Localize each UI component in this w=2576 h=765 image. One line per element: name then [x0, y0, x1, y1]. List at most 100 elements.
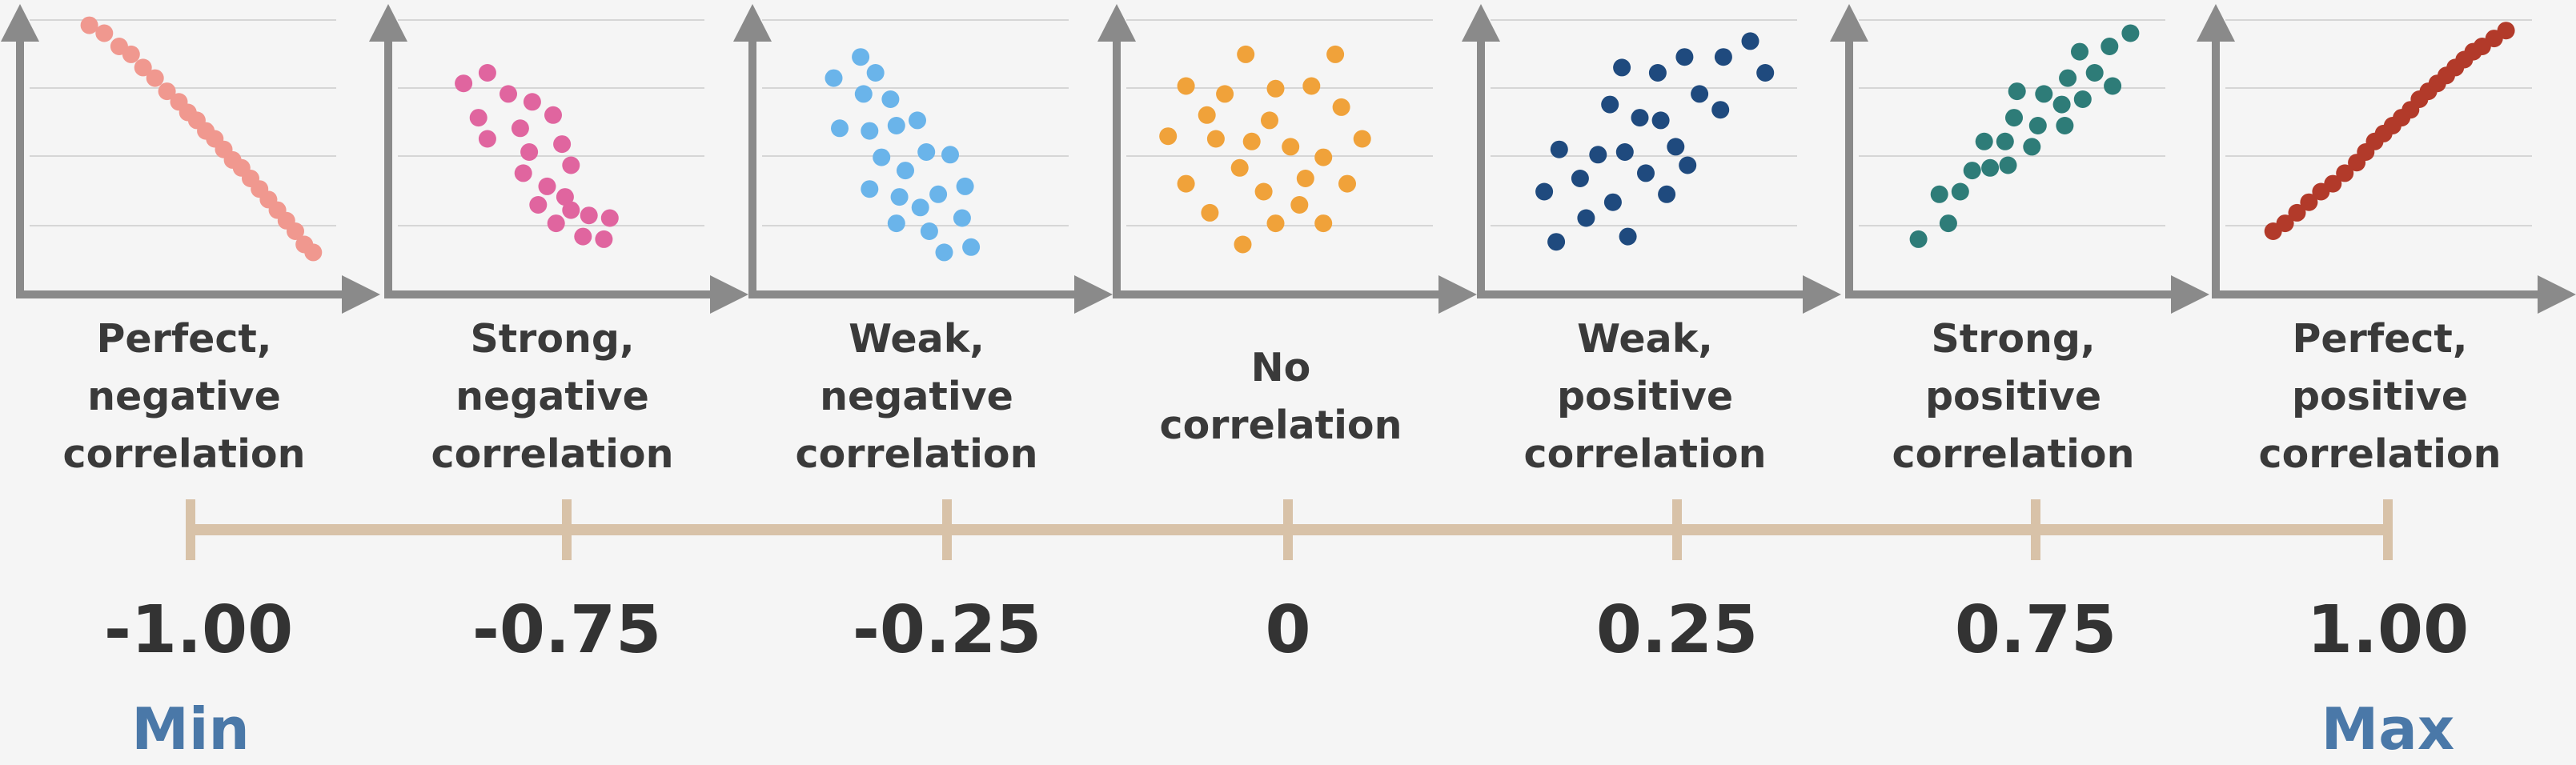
panel-4-point [1314, 148, 1333, 166]
panel-1-point [95, 24, 114, 42]
panel-2-point [580, 206, 598, 225]
min-label: Min [131, 695, 250, 763]
panel-6-point [1975, 132, 1993, 150]
panel-7-x-axis-arrow [2538, 275, 2576, 314]
panel-5-point [1589, 146, 1607, 164]
panel-3-point [887, 117, 905, 134]
panel-3-point [956, 177, 974, 195]
panel-5-title: Weak, positive correlation [1523, 316, 1767, 477]
panel-6-point [2008, 82, 2026, 101]
panel-4-point [1177, 174, 1195, 193]
panel-4-point [1296, 170, 1314, 187]
panel-6-point [1996, 132, 2014, 150]
panel-5-x-axis-arrow [1803, 275, 1841, 314]
panel-6-point [2071, 42, 2088, 61]
panel-2-point [523, 93, 541, 111]
panel-5-point [1691, 85, 1709, 103]
panel-4-point [1261, 111, 1278, 130]
panel-2-point [511, 119, 529, 138]
panel-4-point [1290, 196, 1309, 214]
panel-4-point [1338, 174, 1356, 193]
panel-4-point [1237, 45, 1255, 63]
panel-2-point [562, 201, 580, 219]
scale-value-label: 0 [1265, 592, 1311, 668]
panel-6-point [2028, 117, 2047, 134]
panel-3-point [831, 119, 849, 138]
panel-5-point [1547, 233, 1566, 251]
panel-6-point [2121, 24, 2140, 42]
panel-6-point [2035, 85, 2053, 103]
panel-2-point [562, 156, 580, 174]
panel-4-point [1302, 77, 1321, 95]
panel-1-point [304, 243, 323, 262]
panel-7-y-axis-arrow [2197, 4, 2235, 42]
panel-5-point [1741, 32, 1759, 50]
panel-5-point [1535, 182, 1554, 201]
panel-3-y-axis-arrow [733, 4, 772, 42]
panel-6-point [2056, 117, 2074, 134]
panel-2-point [500, 85, 517, 103]
panel-3-point [962, 238, 981, 256]
panel-2-point [514, 164, 532, 182]
panel-2-point [547, 214, 565, 233]
panel-6-point [2005, 109, 2023, 127]
panel-7-point [2324, 174, 2342, 193]
panel-3-point [920, 222, 938, 240]
panel-5-y-axis-arrow [1462, 4, 1500, 42]
panel-2-point [556, 188, 574, 206]
panel-3-point [897, 162, 914, 180]
panel-2-point [595, 230, 613, 248]
panel-2-point [538, 177, 556, 195]
panel-4-y-axis-arrow [1097, 4, 1136, 42]
panel-3-point [852, 48, 870, 66]
panel-4-point [1177, 77, 1195, 95]
panel-6-point [2101, 38, 2119, 55]
panel-2-point [455, 74, 473, 93]
panel-3-point [909, 111, 926, 130]
scale-value-label: 0.25 [1595, 592, 1759, 668]
panel-6-point [1999, 156, 2017, 174]
panel-1-point [146, 69, 164, 87]
panel-5-point [1619, 227, 1637, 246]
panel-7-point [2300, 193, 2318, 211]
panel-1-y-axis-arrow [1, 4, 39, 42]
panel-4-title: No correlation [1159, 345, 1402, 448]
panel-4-point [1332, 98, 1350, 116]
panel-5-point [1648, 64, 1667, 82]
panel-3-point [911, 198, 929, 217]
panel-3-point [825, 69, 843, 87]
panel-2-point [544, 106, 562, 124]
panel-3-point [854, 85, 873, 103]
scale-value-label: -0.25 [852, 592, 1042, 668]
panel-6-point [2059, 69, 2077, 87]
panel-5-point [1577, 209, 1595, 227]
panel-7-point [2276, 214, 2294, 233]
panel-4-point [1198, 106, 1216, 124]
scale-value-label: -0.75 [471, 592, 662, 668]
panel-2-point [478, 64, 496, 82]
scale-value-label: -1.00 [103, 592, 294, 668]
panel-5-point [1667, 138, 1685, 156]
panel-6-point [1939, 214, 1957, 233]
panel-2-point [553, 135, 572, 154]
panel-1-title: Perfect, negative correlation [62, 316, 306, 477]
max-label: Max [2321, 695, 2455, 763]
panel-4-point [1326, 45, 1345, 63]
panel-3-point [953, 209, 971, 227]
panel-3-point [866, 64, 885, 82]
panel-4-point [1230, 158, 1249, 177]
panel-5-point [1711, 101, 1730, 119]
panel-4-point [1234, 235, 1252, 254]
panel-6-point [2073, 90, 2092, 108]
panel-1-x-axis-arrow [342, 275, 380, 314]
panel-5-point [1601, 95, 1619, 114]
panel-4-point [1206, 130, 1225, 148]
panel-5-point [1613, 58, 1631, 77]
panel-1-point [158, 82, 176, 101]
panel-5-point [1756, 64, 1775, 82]
panel-7-point [2497, 22, 2515, 40]
panel-6-title: Strong, positive correlation [1892, 316, 2135, 477]
panel-4-point [1266, 79, 1285, 98]
panel-2-point [574, 227, 592, 246]
